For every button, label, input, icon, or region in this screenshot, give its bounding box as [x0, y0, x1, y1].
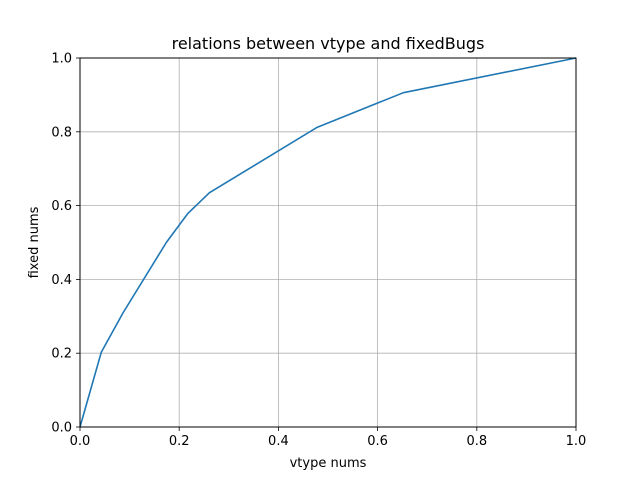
x-tick-label: 0.4 — [268, 434, 289, 449]
y-axis-label: fixed nums — [27, 206, 42, 278]
x-tick-label: 0.6 — [367, 434, 388, 449]
series-layer — [79, 57, 577, 428]
series-line — [79, 57, 577, 428]
y-tick-label: 0.8 — [51, 125, 72, 140]
chart-title: relations between vtype and fixedBugs — [172, 34, 485, 53]
plot-frame — [79, 57, 577, 428]
y-tick-label: 1.0 — [51, 52, 72, 67]
ticks: 0.0 0.2 0.4 0.6 0.8 1.0 0.0 0.2 0.4 0.6 0.8 1.0 — [51, 52, 586, 450]
y-tick-label: 0.0 — [51, 421, 72, 436]
x-axis-label: vtype nums — [290, 456, 367, 471]
y-tick-label: 0.6 — [51, 199, 72, 214]
y-tick-label: 0.4 — [51, 273, 72, 288]
x-tick-label: 0.0 — [70, 434, 91, 449]
x-tick-label: 1.0 — [566, 434, 587, 449]
x-tick-label: 0.8 — [466, 434, 487, 449]
x-tick-label: 0.2 — [169, 434, 190, 449]
y-tick-label: 0.2 — [51, 347, 72, 362]
